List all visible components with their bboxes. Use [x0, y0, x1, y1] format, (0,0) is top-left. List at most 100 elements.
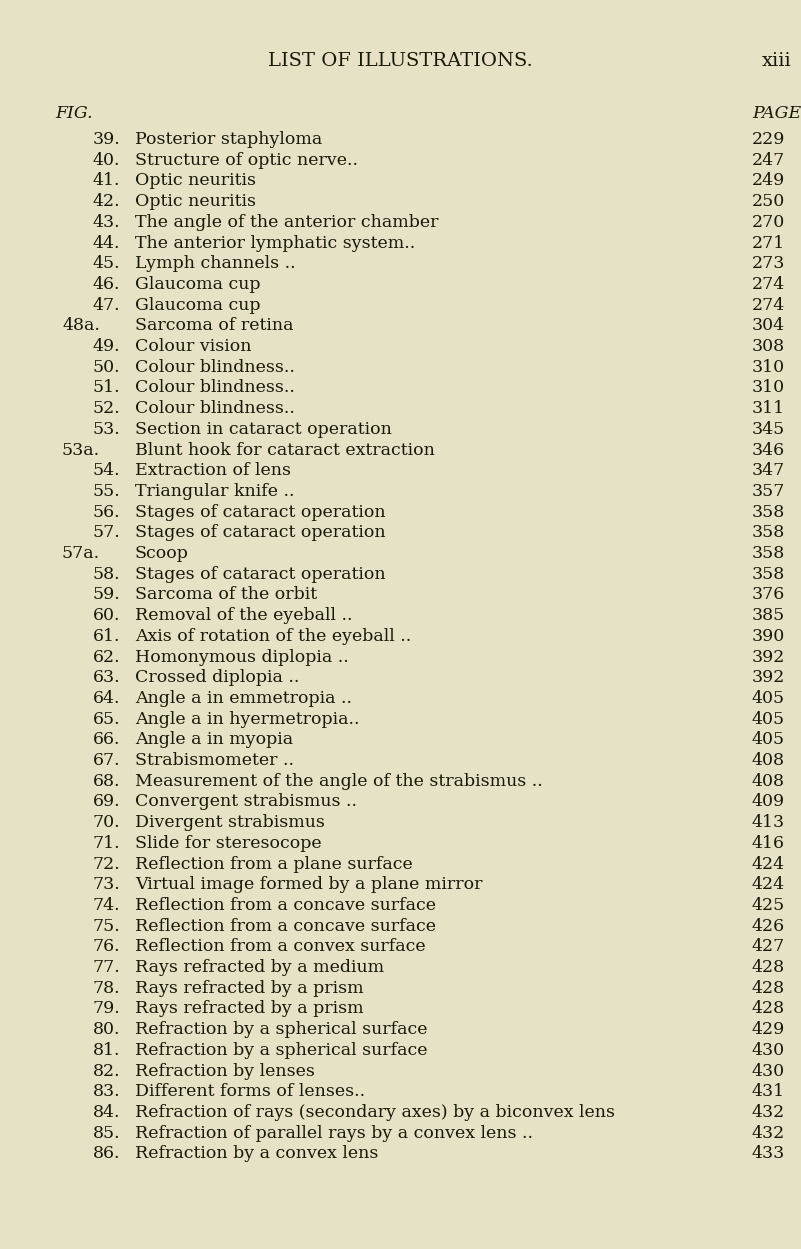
Text: 61.: 61.	[92, 628, 120, 644]
Text: 432: 432	[752, 1124, 785, 1142]
Text: Angle a in emmetropia ..: Angle a in emmetropia ..	[135, 689, 352, 707]
Text: 247: 247	[752, 151, 785, 169]
Text: 84.: 84.	[92, 1104, 120, 1120]
Text: 68.: 68.	[92, 773, 120, 789]
Text: 72.: 72.	[92, 856, 120, 873]
Text: Refraction of rays (secondary axes) by a biconvex lens: Refraction of rays (secondary axes) by a…	[135, 1104, 615, 1120]
Text: 424: 424	[752, 877, 785, 893]
Text: 57.: 57.	[92, 525, 120, 541]
Text: 62.: 62.	[92, 648, 120, 666]
Text: 376: 376	[752, 586, 785, 603]
Text: Optic neuritis: Optic neuritis	[135, 172, 256, 190]
Text: FIG.: FIG.	[55, 105, 93, 122]
Text: 358: 358	[752, 525, 785, 541]
Text: 273: 273	[752, 255, 785, 272]
Text: Lymph channels ..: Lymph channels ..	[135, 255, 296, 272]
Text: 310: 310	[752, 358, 785, 376]
Text: 86.: 86.	[92, 1145, 120, 1163]
Text: 408: 408	[752, 752, 785, 769]
Text: 40.: 40.	[92, 151, 120, 169]
Text: 54.: 54.	[92, 462, 120, 480]
Text: Refraction by a spherical surface: Refraction by a spherical surface	[135, 1022, 428, 1038]
Text: Rays refracted by a prism: Rays refracted by a prism	[135, 979, 364, 997]
Text: Measurement of the angle of the strabismus ..: Measurement of the angle of the strabism…	[135, 773, 543, 789]
Text: 426: 426	[752, 918, 785, 934]
Text: 79.: 79.	[92, 1000, 120, 1018]
Text: Glaucoma cup: Glaucoma cup	[135, 276, 260, 294]
Text: Rays refracted by a prism: Rays refracted by a prism	[135, 1000, 364, 1018]
Text: 75.: 75.	[92, 918, 120, 934]
Text: 44.: 44.	[92, 235, 120, 251]
Text: 76.: 76.	[92, 938, 120, 955]
Text: Reflection from a plane surface: Reflection from a plane surface	[135, 856, 413, 873]
Text: Refraction by lenses: Refraction by lenses	[135, 1063, 315, 1079]
Text: 42.: 42.	[92, 194, 120, 210]
Text: 392: 392	[752, 669, 785, 686]
Text: PAGE: PAGE	[752, 105, 801, 122]
Text: Stages of cataract operation: Stages of cataract operation	[135, 503, 385, 521]
Text: 358: 358	[752, 566, 785, 583]
Text: 416: 416	[752, 834, 785, 852]
Text: 347: 347	[752, 462, 785, 480]
Text: Colour vision: Colour vision	[135, 338, 252, 355]
Text: Crossed diplopia ..: Crossed diplopia ..	[135, 669, 300, 686]
Text: 405: 405	[752, 711, 785, 728]
Text: 56.: 56.	[92, 503, 120, 521]
Text: 385: 385	[752, 607, 785, 624]
Text: 431: 431	[752, 1083, 785, 1100]
Text: 50.: 50.	[92, 358, 120, 376]
Text: 270: 270	[752, 214, 785, 231]
Text: 346: 346	[752, 441, 785, 458]
Text: 46.: 46.	[92, 276, 120, 294]
Text: Refraction of parallel rays by a convex lens ..: Refraction of parallel rays by a convex …	[135, 1124, 533, 1142]
Text: Sarcoma of retina: Sarcoma of retina	[135, 317, 293, 335]
Text: Axis of rotation of the eyeball ..: Axis of rotation of the eyeball ..	[135, 628, 411, 644]
Text: Rays refracted by a medium: Rays refracted by a medium	[135, 959, 384, 975]
Text: 55.: 55.	[92, 483, 120, 500]
Text: 390: 390	[752, 628, 785, 644]
Text: 428: 428	[752, 959, 785, 975]
Text: 425: 425	[752, 897, 785, 914]
Text: 65.: 65.	[92, 711, 120, 728]
Text: xiii: xiii	[762, 52, 791, 70]
Text: 304: 304	[752, 317, 785, 335]
Text: Reflection from a concave surface: Reflection from a concave surface	[135, 897, 436, 914]
Text: 358: 358	[752, 545, 785, 562]
Text: 66.: 66.	[92, 732, 120, 748]
Text: 78.: 78.	[92, 979, 120, 997]
Text: 71.: 71.	[92, 834, 120, 852]
Text: 83.: 83.	[92, 1083, 120, 1100]
Text: 250: 250	[752, 194, 785, 210]
Text: Stages of cataract operation: Stages of cataract operation	[135, 525, 385, 541]
Text: 74.: 74.	[92, 897, 120, 914]
Text: LIST OF ILLUSTRATIONS.: LIST OF ILLUSTRATIONS.	[268, 52, 533, 70]
Text: Scoop: Scoop	[135, 545, 189, 562]
Text: 413: 413	[752, 814, 785, 831]
Text: 409: 409	[752, 793, 785, 811]
Text: 405: 405	[752, 732, 785, 748]
Text: 405: 405	[752, 689, 785, 707]
Text: 433: 433	[752, 1145, 785, 1163]
Text: 53.: 53.	[92, 421, 120, 438]
Text: 271: 271	[752, 235, 785, 251]
Text: 274: 274	[752, 276, 785, 294]
Text: Refraction by a convex lens: Refraction by a convex lens	[135, 1145, 378, 1163]
Text: 60.: 60.	[92, 607, 120, 624]
Text: Posterior staphyloma: Posterior staphyloma	[135, 131, 322, 147]
Text: 58.: 58.	[92, 566, 120, 583]
Text: 49.: 49.	[92, 338, 120, 355]
Text: 48a.: 48a.	[62, 317, 100, 335]
Text: Angle a in myopia: Angle a in myopia	[135, 732, 293, 748]
Text: Colour blindness..: Colour blindness..	[135, 380, 295, 396]
Text: Slide for steresocope: Slide for steresocope	[135, 834, 322, 852]
Text: 64.: 64.	[92, 689, 120, 707]
Text: 424: 424	[752, 856, 785, 873]
Text: 70.: 70.	[92, 814, 120, 831]
Text: 80.: 80.	[92, 1022, 120, 1038]
Text: 77.: 77.	[92, 959, 120, 975]
Text: 53a.: 53a.	[62, 441, 100, 458]
Text: 428: 428	[752, 979, 785, 997]
Text: 274: 274	[752, 296, 785, 313]
Text: 430: 430	[752, 1063, 785, 1079]
Text: Removal of the eyeball ..: Removal of the eyeball ..	[135, 607, 352, 624]
